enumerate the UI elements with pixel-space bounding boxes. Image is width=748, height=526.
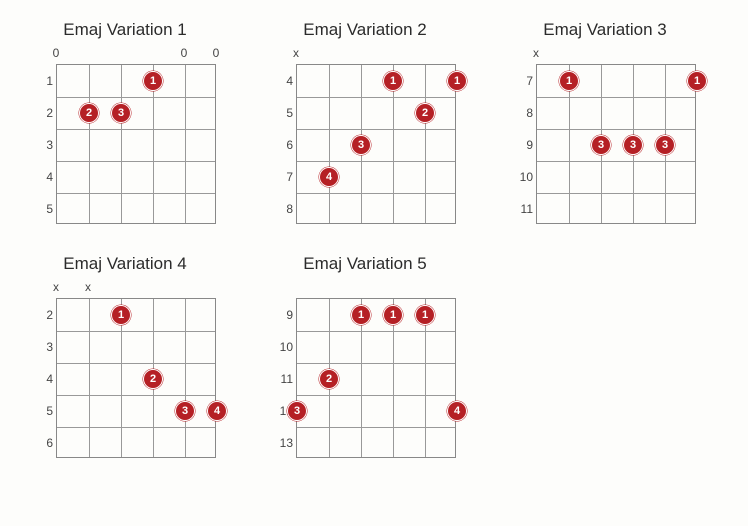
- top-markers: [296, 280, 460, 296]
- chord-diagram: Emaj Variation 5910111213111234: [270, 254, 460, 458]
- finger-dot: 3: [351, 135, 371, 155]
- diagram-wrap: x4567811234: [270, 46, 460, 224]
- chord-diagram: Emaj Variation 2x4567811234: [270, 20, 460, 224]
- finger-dot: 4: [319, 167, 339, 187]
- finger-dot: 1: [111, 305, 131, 325]
- chord-title: Emaj Variation 5: [270, 254, 460, 274]
- finger-dot: 1: [415, 305, 435, 325]
- finger-dot: 1: [447, 71, 467, 91]
- fret-label: 4: [271, 74, 293, 88]
- finger-dot: 1: [383, 305, 403, 325]
- finger-dot: 1: [559, 71, 579, 91]
- diagram-wrap: 00012345123: [30, 46, 220, 224]
- diagram-wrap: xx234561234: [30, 280, 220, 458]
- top-markers: xx: [56, 280, 220, 296]
- finger-dot: 4: [207, 401, 227, 421]
- fret-label: 3: [31, 138, 53, 152]
- fret-label: 7: [511, 74, 533, 88]
- top-marker: x: [53, 280, 59, 294]
- fret-label: 11: [271, 372, 293, 386]
- fret-label: 3: [31, 340, 53, 354]
- finger-dot: 2: [79, 103, 99, 123]
- finger-dot: 2: [143, 369, 163, 389]
- top-marker: x: [85, 280, 91, 294]
- top-marker: x: [293, 46, 299, 60]
- chord-diagram: Emaj Variation 4xx234561234: [30, 254, 220, 458]
- fret-label: 5: [31, 202, 53, 216]
- finger-dot: 1: [687, 71, 707, 91]
- finger-dot: 4: [447, 401, 467, 421]
- fretboard: 234561234: [56, 298, 216, 458]
- top-markers: x: [536, 46, 700, 62]
- finger-dot: 3: [623, 135, 643, 155]
- chord-grid: Emaj Variation 100012345123Emaj Variatio…: [30, 20, 718, 458]
- fret-label: 4: [31, 372, 53, 386]
- finger-dot: 1: [143, 71, 163, 91]
- finger-dot: 3: [175, 401, 195, 421]
- fretboard: 12345123: [56, 64, 216, 224]
- top-marker: 0: [181, 46, 188, 60]
- top-marker: 0: [213, 46, 220, 60]
- chord-title: Emaj Variation 3: [510, 20, 700, 40]
- chord-title: Emaj Variation 4: [30, 254, 220, 274]
- finger-dot: 2: [415, 103, 435, 123]
- fret-label: 8: [511, 106, 533, 120]
- chord-title: Emaj Variation 2: [270, 20, 460, 40]
- fret-label: 2: [31, 308, 53, 322]
- fret-label: 4: [31, 170, 53, 184]
- fret-label: 8: [271, 202, 293, 216]
- fret-label: 6: [31, 436, 53, 450]
- finger-dot: 1: [351, 305, 371, 325]
- top-markers: 0 0 0: [56, 46, 220, 62]
- fret-label: 11: [511, 202, 533, 216]
- finger-dot: 3: [287, 401, 307, 421]
- top-markers: x: [296, 46, 460, 62]
- fret-label: 9: [271, 308, 293, 322]
- chord-diagram: Emaj Variation 100012345123: [30, 20, 220, 224]
- fret-label: 6: [271, 138, 293, 152]
- fret-label: 9: [511, 138, 533, 152]
- fret-label: 5: [31, 404, 53, 418]
- finger-dot: 1: [383, 71, 403, 91]
- finger-dot: 3: [111, 103, 131, 123]
- fret-label: 10: [271, 340, 293, 354]
- fret-label: 13: [271, 436, 293, 450]
- finger-dot: 3: [655, 135, 675, 155]
- chord-diagram: Emaj Variation 3x789101111333: [510, 20, 700, 224]
- diagram-wrap: 910111213111234: [270, 280, 460, 458]
- fret-label: 1: [31, 74, 53, 88]
- top-marker: x: [533, 46, 539, 60]
- fretboard: 789101111333: [536, 64, 696, 224]
- fret-label: 7: [271, 170, 293, 184]
- fretboard: 910111213111234: [296, 298, 456, 458]
- fret-label: 5: [271, 106, 293, 120]
- finger-dot: 3: [591, 135, 611, 155]
- fret-label: 10: [511, 170, 533, 184]
- finger-dot: 2: [319, 369, 339, 389]
- top-marker: 0: [53, 46, 60, 60]
- diagram-wrap: x789101111333: [510, 46, 700, 224]
- fretboard: 4567811234: [296, 64, 456, 224]
- fret-label: 2: [31, 106, 53, 120]
- chord-title: Emaj Variation 1: [30, 20, 220, 40]
